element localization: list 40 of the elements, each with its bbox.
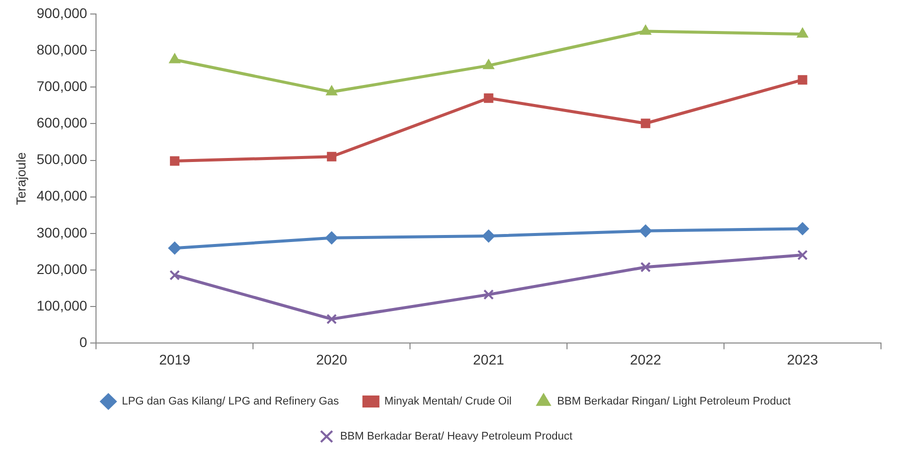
point: [325, 231, 338, 244]
x-tick-label: 2022: [630, 351, 662, 368]
x-tick-label: 2023: [786, 351, 818, 368]
legend-label: BBM Berkadar Berat/ Heavy Petroleum Product: [340, 430, 572, 443]
point: [170, 156, 180, 166]
y-tick-label: 0: [79, 334, 88, 350]
point: [326, 152, 336, 162]
y-tick-label: 100,000: [36, 297, 88, 314]
point: [798, 75, 808, 85]
y-tick-label: 600,000: [36, 114, 88, 131]
y-tick-label: 400,000: [36, 188, 88, 204]
point: [639, 224, 652, 238]
point: [168, 53, 180, 64]
legend-label: LPG dan Gas Kilang/ LPG and Refinery Gas: [122, 396, 340, 408]
legend-label: BBM Berkadar Ringan/ Light Petroleum Product: [557, 396, 791, 408]
point: [640, 118, 650, 128]
point: [482, 230, 496, 243]
y-tick-label: 500,000: [36, 151, 88, 168]
y-tick-label: 200,000: [36, 260, 88, 277]
x-tick-label: 2021: [473, 351, 504, 368]
x-tick-label: 2020: [316, 351, 348, 368]
point: [796, 222, 810, 236]
y-tick-label: 800,000: [36, 41, 88, 58]
point: [640, 24, 652, 35]
y-axis-title: Terajoule: [13, 152, 28, 205]
point: [482, 59, 494, 70]
point: [326, 85, 338, 96]
point: [168, 242, 182, 255]
x-tick-label: 2019: [159, 351, 190, 368]
point: [484, 93, 494, 103]
y-tick-label: 300,000: [36, 224, 88, 240]
y-tick-label: 900,000: [36, 4, 88, 21]
point: [796, 28, 808, 38]
point: [640, 262, 651, 272]
point: [483, 289, 494, 300]
y-tick-label: 700,000: [36, 78, 88, 94]
point: [326, 314, 337, 324]
point: [169, 270, 180, 280]
point: [797, 250, 808, 260]
legend-label: Minyak Mentah/ Crude Oil: [384, 396, 512, 408]
